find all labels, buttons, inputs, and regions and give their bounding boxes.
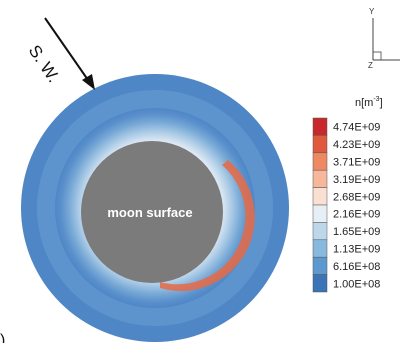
legend-label: 3.19E+09	[333, 174, 380, 186]
panel-letter: )	[0, 332, 5, 343]
legend-label: 1.13E+09	[333, 244, 380, 256]
legend-label: 2.68E+09	[333, 191, 380, 203]
legend-swatch	[312, 222, 328, 241]
legend-swatch	[312, 256, 328, 275]
legend-label: 1.00E+08	[333, 278, 380, 290]
solar-wind-label: S. W.	[25, 42, 63, 86]
legend-swatch	[312, 152, 328, 171]
legend-title: n[m-3]	[355, 96, 383, 109]
legend-label: 1.65E+09	[333, 226, 380, 238]
legend-swatch	[312, 187, 328, 206]
legend-title-exponent: -3	[373, 96, 379, 103]
moon-surface	[81, 141, 223, 283]
axes-indicator-icon	[372, 18, 400, 61]
axis-y-label: Y	[369, 7, 375, 16]
legend-swatch	[312, 274, 328, 293]
legend: n[m-3] 4.74E+09 4.23E+09 3.71E+09 3.19E+09 2…	[312, 96, 383, 293]
legend-swatch	[312, 169, 328, 188]
solar-wind-arrow	[44, 17, 95, 90]
legend-label: 4.74E+09	[333, 122, 380, 134]
legend-swatch	[312, 135, 328, 154]
legend-label: 2.16E+09	[333, 209, 380, 221]
high-density-arc	[160, 160, 255, 291]
legend-swatch	[312, 239, 328, 258]
legend-label: 6.16E+08	[333, 261, 380, 273]
axis-z-label: Z	[368, 61, 373, 70]
legend-label: 3.71E+09	[333, 157, 380, 169]
legend-swatch	[312, 204, 328, 223]
moon-surface-label: moon surface	[107, 205, 192, 220]
legend-label: 4.23E+09	[333, 139, 380, 151]
legend-swatch	[312, 117, 328, 136]
